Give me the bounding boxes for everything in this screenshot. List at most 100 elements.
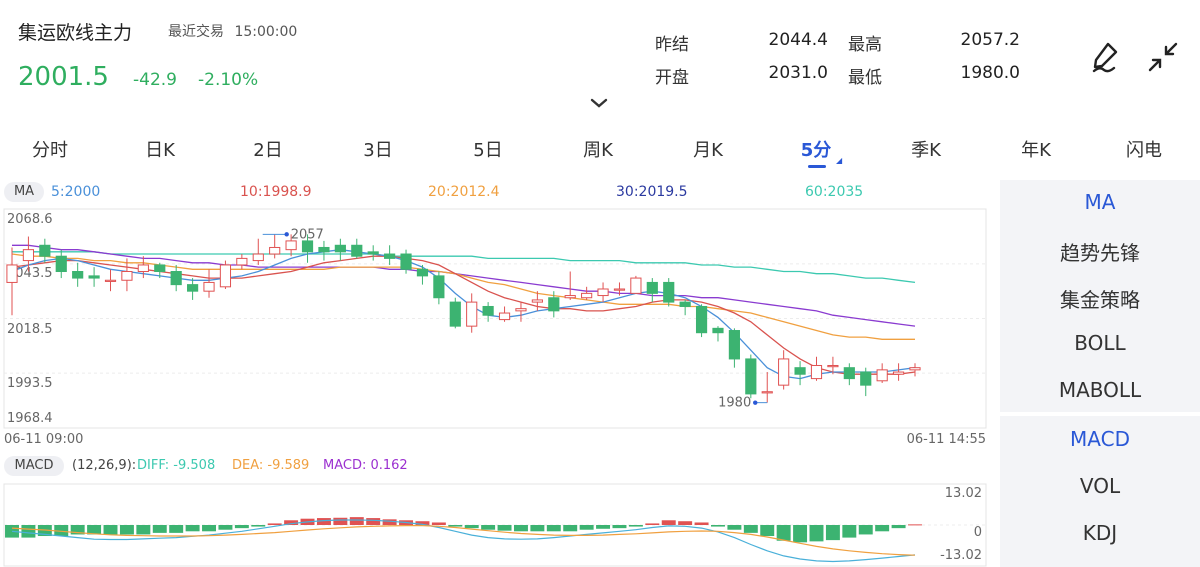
macd-indicator-badge[interactable]: MACD: [4, 456, 64, 476]
sidebar-item-ma[interactable]: MA: [1084, 190, 1116, 214]
candle-down: [860, 371, 872, 386]
candle-up: [892, 371, 905, 375]
sidebar-item-jijin-strategy[interactable]: 集金策略: [1060, 288, 1140, 312]
tab-3day[interactable]: 3日: [363, 140, 393, 161]
quote-value-high: 2057.2: [960, 30, 1020, 50]
tab-5day[interactable]: 5日: [473, 140, 503, 161]
macd-bar-positive: [267, 523, 282, 525]
collapse-icon[interactable]: [1146, 40, 1180, 78]
draw-icon[interactable]: [1090, 40, 1122, 78]
tab-daily-k[interactable]: 日K: [145, 140, 175, 161]
macd-bar-positive: [316, 518, 331, 525]
macd-bar-positive: [382, 519, 397, 525]
tab-2day[interactable]: 2日: [253, 140, 283, 161]
sidebar-item-vol[interactable]: VOL: [1079, 474, 1121, 498]
candle-down: [334, 244, 346, 253]
macd-bar-negative: [727, 525, 742, 530]
last-trade-info: 最近交易 15:00:00: [168, 21, 297, 41]
price-change-pct: -2.10%: [198, 70, 259, 90]
candle-down: [351, 244, 363, 257]
macd-bar-negative: [530, 525, 545, 532]
quote-label-low: 最低: [848, 68, 882, 88]
sidebar-item-boll[interactable]: BOLL: [1074, 331, 1126, 355]
macd-bar-negative: [563, 525, 578, 532]
candle-down: [663, 281, 675, 303]
candle-down: [384, 253, 396, 259]
macd-bar-positive: [366, 518, 381, 525]
tab-5min[interactable]: 5分: [800, 140, 832, 161]
macd-dea-line: [11, 524, 916, 556]
macd-bar-negative: [793, 525, 808, 543]
candle-down: [367, 251, 379, 255]
macd-bar-positive: [694, 522, 709, 525]
macd-bar-negative: [891, 525, 906, 529]
last-trade-label: 最近交易: [168, 24, 224, 40]
sidebar-item-macd[interactable]: MACD: [1070, 427, 1130, 451]
macd-bar-negative: [612, 525, 627, 529]
candle-up: [269, 246, 281, 255]
candle-down: [318, 246, 330, 253]
candle-up: [876, 369, 888, 382]
candle-down: [794, 367, 806, 375]
macd-bar-positive: [678, 521, 693, 525]
quote-label-open: 开盘: [655, 68, 689, 88]
candle-down: [482, 305, 494, 316]
candle-up: [515, 308, 527, 312]
candle-down: [301, 240, 314, 253]
macd-bar-negative: [776, 525, 791, 541]
sidebar-item-maboll[interactable]: MABOLL: [1058, 378, 1142, 402]
tab-intraday[interactable]: 分时: [32, 140, 68, 161]
candle-up: [613, 288, 626, 291]
y-tick-label: 1968.4: [7, 411, 53, 426]
chevron-down-icon[interactable]: [590, 93, 608, 112]
macd-bar-negative: [760, 525, 775, 537]
sidebar-item-trend-pioneer[interactable]: 趋势先锋: [1060, 241, 1140, 265]
macd-bar-negative: [711, 525, 725, 527]
macd-y-tick-label: -13.02: [940, 548, 982, 563]
macd-bar-positive: [284, 520, 299, 525]
tab-weekly-k[interactable]: 周K: [583, 140, 613, 161]
high-marker-dot: [284, 232, 289, 237]
macd-bar-positive: [333, 517, 348, 525]
macd-bar-negative: [152, 525, 167, 533]
y-tick-label: 2068.6: [7, 212, 53, 227]
candle-down: [170, 271, 182, 286]
macd-dea-value: DEA: -9.589: [232, 458, 310, 473]
candle-down: [745, 358, 757, 395]
candlestick-chart[interactable]: 2068.6 2043.5 2018.5 1993.5 1968.4 2057 1980 06…: [0, 205, 1000, 450]
ma-indicator-badge[interactable]: MA: [4, 182, 44, 202]
y-tick-label: 1993.5: [7, 376, 53, 391]
candle-up: [581, 292, 593, 299]
quote-value-low: 1980.0: [960, 63, 1020, 83]
tab-monthly-k[interactable]: 月K: [693, 140, 723, 161]
candle-down: [416, 268, 429, 277]
macd-bar-positive: [661, 520, 676, 525]
macd-bar-negative: [579, 525, 594, 530]
candle-down: [400, 253, 412, 270]
macd-bar-positive: [645, 523, 660, 525]
tab-dropdown-icon[interactable]: ◢: [836, 156, 843, 165]
candle-up: [22, 249, 35, 262]
tab-quarterly-k[interactable]: 季K: [911, 140, 941, 161]
macd-bar-negative: [218, 525, 233, 530]
sidebar-item-kdj[interactable]: KDJ: [1082, 521, 1118, 545]
macd-bar-negative: [497, 525, 512, 531]
candle-up: [761, 391, 773, 394]
macd-bar-negative: [743, 525, 758, 533]
tab-yearly-k[interactable]: 年K: [1021, 140, 1051, 161]
candle-up: [203, 281, 215, 292]
candle-up: [466, 301, 478, 327]
ma5-value: 5:2000: [51, 184, 101, 200]
macd-y-tick-label: 13.02: [945, 486, 982, 501]
candle-up: [597, 288, 609, 297]
macd-bar-negative: [21, 525, 36, 538]
candle-down: [39, 244, 51, 257]
candle-down: [728, 330, 740, 360]
tab-lightning[interactable]: 闪电: [1126, 140, 1162, 161]
macd-chart[interactable]: 13.02 0 -13.02: [0, 480, 1000, 567]
ma5-line: [11, 249, 916, 380]
macd-bar-negative: [103, 525, 118, 535]
macd-bar-negative: [87, 525, 102, 535]
macd-bar-negative: [54, 525, 69, 537]
quote-value-open: 2031.0: [768, 63, 828, 83]
